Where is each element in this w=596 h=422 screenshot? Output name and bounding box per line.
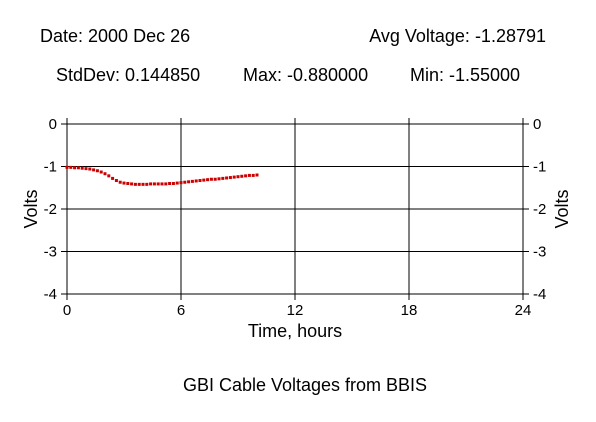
- tick-marks: [61, 118, 529, 300]
- data-point: [194, 179, 198, 183]
- data-point: [99, 170, 103, 174]
- y-tick-labels-right: 0 -1 -2 -3 -4: [533, 116, 546, 303]
- x-tick-labels: 0 6 12 18 24: [63, 302, 532, 319]
- data-point: [141, 182, 145, 186]
- x-tick-label: 0: [63, 302, 71, 319]
- data-point: [236, 175, 240, 179]
- data-point: [244, 174, 248, 178]
- x-axis-label: Time, hours: [248, 321, 342, 341]
- data-point: [187, 180, 191, 184]
- data-point: [160, 182, 164, 186]
- data-point: [255, 173, 259, 177]
- x-tick-label: 18: [401, 302, 418, 319]
- data-point: [92, 168, 96, 172]
- y-tick-label-left: 0: [49, 116, 57, 133]
- y-tick-label-left: -1: [44, 159, 57, 176]
- header-date: Date: 2000 Dec 26: [40, 26, 190, 46]
- data-point: [126, 182, 130, 185]
- data-point: [133, 182, 137, 186]
- data-point: [149, 182, 153, 186]
- data-point: [240, 174, 244, 178]
- data-point: [88, 167, 92, 171]
- data-point: [69, 165, 73, 169]
- data-point: [118, 180, 122, 184]
- grid-lines: [66, 123, 524, 295]
- y-tick-label-right: -3: [533, 244, 546, 261]
- data-point: [65, 165, 69, 169]
- data-point: [232, 175, 236, 179]
- y-tick-label-left: -4: [44, 286, 57, 303]
- chart-title: GBI Cable Voltages from BBIS: [183, 375, 427, 395]
- data-point: [251, 173, 255, 177]
- data-point: [190, 179, 194, 183]
- y-tick-label-right: 0: [533, 116, 541, 133]
- data-point: [179, 181, 183, 185]
- x-tick-label: 6: [177, 302, 185, 319]
- data-point: [228, 176, 232, 180]
- x-tick-label: 24: [515, 302, 532, 319]
- data-point: [225, 176, 229, 180]
- x-tick-label: 12: [287, 302, 304, 319]
- data-point: [213, 177, 217, 181]
- data-point: [202, 178, 206, 182]
- y-tick-label-right: -4: [533, 286, 546, 303]
- data-point: [145, 182, 149, 186]
- y-tick-label-left: -3: [44, 244, 57, 261]
- y-tick-labels-left: 0 -1 -2 -3 -4: [44, 116, 57, 303]
- data-point: [111, 176, 115, 180]
- y-tick-label-right: -1: [533, 159, 546, 176]
- data-point: [156, 182, 160, 186]
- y-tick-label-left: -2: [44, 201, 57, 218]
- header-min: Min: -1.55000: [410, 65, 520, 85]
- data-point: [76, 166, 80, 170]
- data-point: [103, 172, 107, 176]
- data-point: [80, 166, 84, 170]
- data-point: [84, 167, 88, 171]
- data-point: [168, 182, 172, 185]
- header-stddev: StdDev: 0.144850: [56, 65, 200, 85]
- data-points: [65, 165, 259, 186]
- data-point: [114, 179, 118, 183]
- data-point: [137, 182, 141, 186]
- header-max: Max: -0.880000: [243, 65, 368, 85]
- header-avg-voltage: Avg Voltage: -1.28791: [369, 26, 546, 46]
- data-point: [164, 182, 168, 186]
- data-point: [198, 179, 202, 183]
- data-point: [221, 176, 225, 180]
- data-point: [209, 177, 213, 181]
- data-point: [183, 180, 187, 184]
- data-point: [247, 173, 251, 177]
- data-point: [217, 177, 221, 181]
- data-point: [107, 174, 111, 178]
- data-point: [95, 169, 99, 173]
- data-point: [73, 166, 77, 170]
- data-point: [152, 182, 156, 186]
- data-point: [171, 182, 175, 185]
- y-axis-label-left: Volts: [21, 189, 41, 228]
- data-point: [175, 181, 179, 185]
- data-point: [122, 181, 126, 185]
- data-point: [130, 182, 134, 186]
- y-axis-label-right: Volts: [552, 189, 572, 228]
- data-point: [206, 178, 210, 182]
- y-tick-label-right: -2: [533, 201, 546, 218]
